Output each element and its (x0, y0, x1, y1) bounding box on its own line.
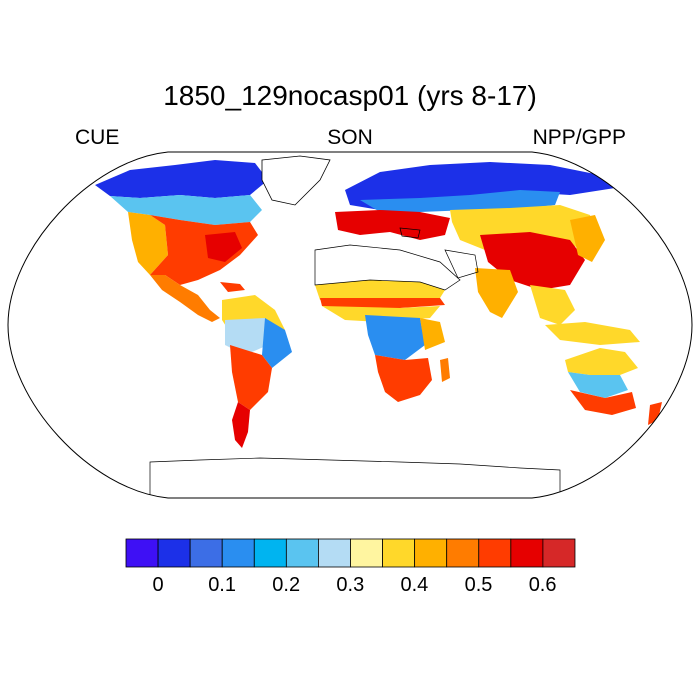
colorbar-tick-label: 0.3 (336, 574, 365, 596)
land-fields (95, 155, 662, 448)
mexico-central-america (150, 275, 220, 322)
colorbar-box (285, 538, 319, 568)
colorbar-box (350, 538, 383, 568)
patagonia (232, 402, 250, 448)
indonesia (545, 322, 640, 345)
south-america-central (230, 345, 272, 410)
sahel (320, 298, 445, 308)
colorbar-box (125, 538, 159, 568)
coastlines (149, 227, 561, 498)
colorbar-box (510, 538, 544, 568)
colorbar-tick-label: 0.1 (208, 574, 236, 596)
australia-south (570, 390, 636, 415)
australia-north (565, 348, 638, 375)
colorbar-box (446, 538, 480, 568)
amazon (225, 318, 268, 355)
colorbar-tick-label: 0 (152, 574, 164, 596)
colorbar-tick-label: 0.5 (464, 574, 493, 596)
caribbean (220, 282, 245, 292)
colorbar-tick-label: 0.2 (272, 574, 301, 596)
europe (335, 210, 450, 240)
east-asia-coast (570, 215, 605, 262)
southern-africa (375, 355, 432, 402)
colorbar-tick-label: 0.4 (400, 574, 429, 596)
madagascar (440, 358, 450, 382)
north-america-boreal (110, 195, 262, 225)
colorbar-box (253, 538, 287, 568)
new-zealand (648, 402, 662, 425)
brazil-east (262, 318, 292, 368)
globe-outline (7, 151, 693, 499)
colorbar-box (382, 538, 416, 568)
greenland-outline (261, 155, 331, 206)
central-africa (365, 315, 425, 360)
east-africa (420, 318, 445, 350)
australia-interior (568, 372, 628, 398)
colorbar-box (157, 538, 191, 568)
map-title: 1850_129nocasp01 (yrs 8-17) (163, 80, 537, 111)
north-america-arctic (95, 160, 268, 198)
colorbar-box (318, 538, 351, 568)
southeast-asia (530, 285, 575, 325)
colorbar-box (414, 538, 448, 568)
eurasia-boreal (360, 190, 560, 212)
colorbar-tick-label: 0.6 (528, 574, 557, 596)
left-label-variable: CUE (75, 126, 120, 149)
right-label-description: NPP/GPP (532, 126, 626, 149)
north-america-southeast (205, 232, 242, 262)
colorbar-box (189, 538, 223, 568)
eurasia-arctic (345, 162, 615, 210)
colorbar-box (478, 538, 512, 568)
sahara-band-north (315, 280, 445, 300)
north-america-west (128, 212, 168, 275)
center-label-season: SON (327, 126, 373, 149)
colorbar-box (221, 538, 255, 568)
india (475, 268, 518, 318)
colorbar-box (542, 538, 576, 568)
